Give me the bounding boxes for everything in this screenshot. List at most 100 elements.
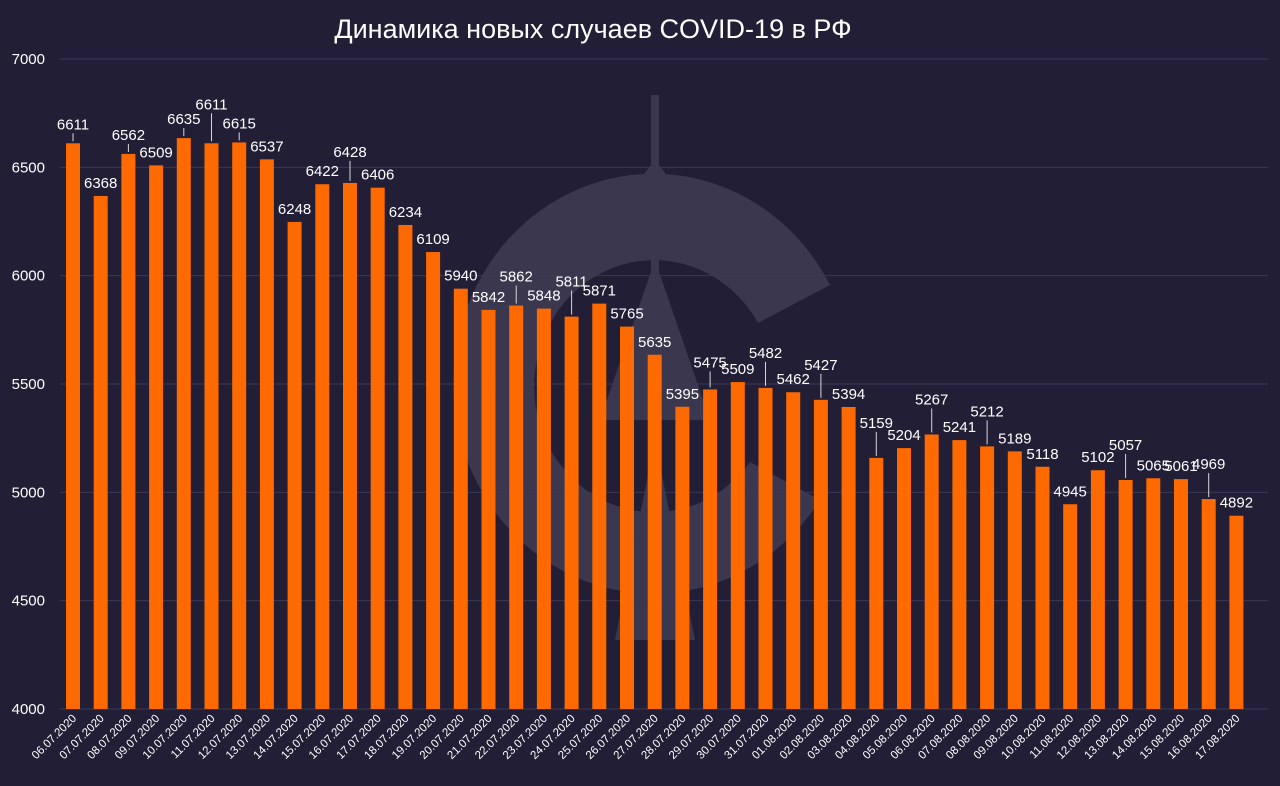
bar bbox=[93, 195, 108, 709]
bar bbox=[924, 434, 939, 709]
data-labels: 6611636865626509663566116615653762486422… bbox=[57, 96, 1253, 511]
bar bbox=[398, 224, 413, 709]
chart-title: Динамика новых случаев COVID-19 в РФ bbox=[334, 14, 851, 44]
bar bbox=[1035, 466, 1050, 709]
data-label: 6406 bbox=[361, 167, 394, 184]
bar bbox=[620, 326, 634, 709]
bar bbox=[453, 288, 468, 709]
data-label: 5862 bbox=[500, 269, 533, 286]
bar bbox=[259, 159, 274, 710]
bar bbox=[370, 187, 385, 709]
data-label: 4892 bbox=[1220, 495, 1253, 512]
data-label: 5427 bbox=[804, 357, 837, 374]
data-label: 6611 bbox=[57, 116, 89, 133]
bar bbox=[343, 182, 357, 709]
data-label: 5462 bbox=[777, 371, 810, 388]
bar bbox=[980, 446, 995, 709]
bar bbox=[536, 308, 551, 709]
data-label: 5267 bbox=[915, 391, 948, 408]
data-label: 5482 bbox=[749, 345, 782, 362]
bar bbox=[1174, 479, 1188, 709]
bar bbox=[1007, 451, 1022, 709]
data-label: 5204 bbox=[887, 427, 920, 444]
data-label: 6562 bbox=[112, 127, 145, 144]
data-label: 5765 bbox=[610, 306, 643, 323]
data-label: 5061 bbox=[1164, 458, 1197, 475]
data-label: 5189 bbox=[998, 430, 1031, 447]
bar bbox=[1146, 478, 1161, 709]
data-label: 6422 bbox=[306, 163, 339, 180]
bar bbox=[869, 457, 884, 709]
data-label: 5394 bbox=[832, 386, 865, 403]
bar bbox=[813, 399, 828, 709]
data-label: 6248 bbox=[278, 201, 311, 218]
data-label: 6635 bbox=[167, 111, 200, 128]
y-tick-label: 4500 bbox=[12, 593, 45, 610]
bar bbox=[675, 406, 690, 709]
bar bbox=[952, 440, 967, 709]
data-label: 5940 bbox=[444, 268, 477, 285]
data-label: 5848 bbox=[527, 288, 560, 305]
data-label: 6109 bbox=[416, 231, 449, 248]
bar bbox=[204, 143, 219, 710]
bar bbox=[1063, 504, 1078, 709]
bar bbox=[1118, 479, 1133, 709]
data-label: 6509 bbox=[139, 144, 172, 161]
bar bbox=[232, 142, 247, 709]
bar bbox=[703, 389, 718, 709]
bar bbox=[647, 354, 662, 709]
bar bbox=[481, 309, 496, 709]
bar bbox=[509, 305, 524, 709]
data-label: 6234 bbox=[389, 204, 422, 221]
data-label: 6368 bbox=[84, 175, 117, 192]
bar bbox=[841, 406, 856, 709]
data-label: 4969 bbox=[1192, 456, 1225, 473]
data-label: 5871 bbox=[583, 283, 616, 300]
bar bbox=[1229, 515, 1244, 709]
bar bbox=[786, 392, 801, 709]
y-tick-label: 4000 bbox=[12, 701, 45, 718]
bars bbox=[66, 138, 1244, 710]
bar bbox=[121, 153, 136, 709]
bar bbox=[66, 143, 80, 710]
bar bbox=[897, 448, 911, 709]
data-label: 6428 bbox=[333, 144, 366, 161]
bar bbox=[426, 252, 441, 710]
data-label: 5057 bbox=[1109, 437, 1142, 454]
data-label: 5241 bbox=[943, 419, 976, 436]
data-label: 6537 bbox=[250, 138, 283, 155]
bar bbox=[592, 303, 607, 709]
bar bbox=[564, 316, 579, 709]
y-tick-label: 7000 bbox=[12, 51, 45, 68]
bar bbox=[758, 387, 773, 709]
data-label: 5118 bbox=[1026, 446, 1058, 463]
data-label: 5065 bbox=[1137, 457, 1170, 474]
y-tick-label: 6000 bbox=[12, 268, 45, 285]
y-axis-ticks: 4000 4500 5000 5500 6000 6500 7000 bbox=[12, 51, 45, 718]
bar bbox=[1201, 499, 1216, 709]
bar bbox=[315, 184, 330, 709]
data-label: 6615 bbox=[223, 115, 256, 132]
data-label: 5475 bbox=[693, 354, 726, 371]
data-label: 5509 bbox=[721, 361, 754, 378]
bar bbox=[730, 382, 745, 709]
bar bbox=[149, 165, 164, 710]
data-label: 5811 bbox=[555, 274, 587, 291]
data-label: 5102 bbox=[1081, 449, 1114, 466]
data-label: 5212 bbox=[970, 403, 1003, 420]
y-tick-label: 6500 bbox=[12, 159, 45, 176]
data-label: 5395 bbox=[666, 386, 699, 403]
y-tick-label: 5500 bbox=[12, 376, 45, 393]
x-axis-ticks: 06.07.202007.07.202008.07.202009.07.2020… bbox=[30, 713, 1243, 762]
data-label: 5159 bbox=[860, 415, 893, 432]
y-tick-label: 5000 bbox=[12, 484, 45, 501]
bar bbox=[1090, 470, 1105, 709]
data-label: 5842 bbox=[472, 289, 505, 306]
bar bbox=[176, 138, 191, 710]
data-label: 5635 bbox=[638, 334, 671, 351]
data-label: 6611 bbox=[195, 96, 227, 113]
data-label: 4945 bbox=[1054, 483, 1087, 500]
bar bbox=[287, 221, 302, 709]
